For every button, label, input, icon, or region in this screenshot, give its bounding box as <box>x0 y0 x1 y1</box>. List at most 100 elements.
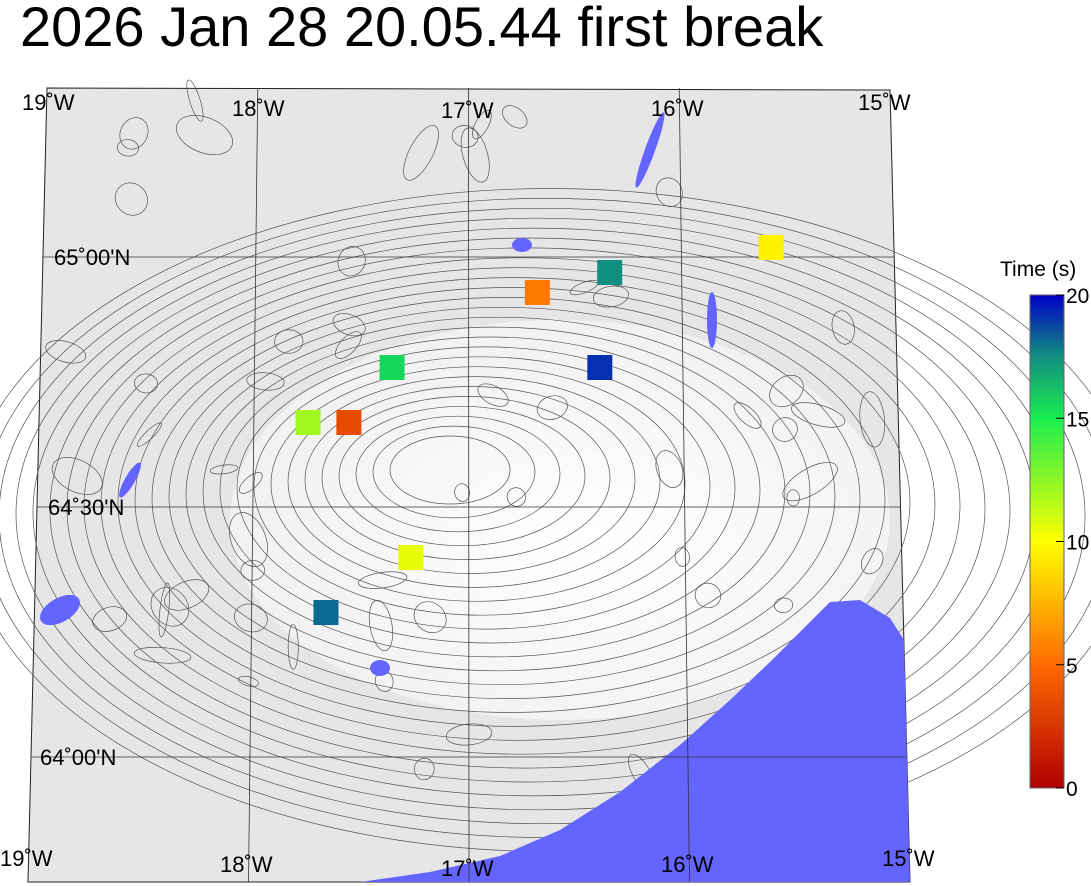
lat-label: 65˚00'N <box>54 245 130 270</box>
contour <box>332 313 366 337</box>
lon-labels-top: 19˚W 18˚W 17˚W 16˚W 15˚W <box>22 90 911 123</box>
contour <box>477 383 509 407</box>
contour <box>186 79 204 122</box>
contour <box>134 287 886 713</box>
ocean <box>360 600 910 882</box>
contour <box>592 285 629 308</box>
contour <box>136 422 162 447</box>
contour <box>185 316 811 672</box>
contour <box>791 402 846 428</box>
contour <box>92 606 127 632</box>
contour <box>372 425 536 519</box>
contour <box>337 246 366 277</box>
station-marker[interactable] <box>587 355 613 380</box>
contour <box>774 597 794 613</box>
colorbar-tick-label: 5 <box>1066 655 1078 678</box>
contour <box>769 374 804 408</box>
contour <box>859 391 886 448</box>
contour <box>831 310 855 345</box>
contour <box>403 125 439 181</box>
station-marker[interactable] <box>313 600 339 625</box>
colorbar-tick-label: 20 <box>1066 285 1089 308</box>
contour <box>413 601 447 634</box>
contour <box>133 646 192 664</box>
contour <box>151 297 861 699</box>
contour <box>445 723 493 746</box>
lon-label: 17˚W <box>441 98 494 123</box>
stations-layer <box>295 235 784 625</box>
contour <box>772 417 798 442</box>
contour <box>335 331 362 359</box>
contour <box>321 396 611 560</box>
contour <box>782 461 838 502</box>
station-marker[interactable] <box>295 410 321 435</box>
contour <box>209 464 239 475</box>
colorbar-tick-label: 10 <box>1066 532 1089 555</box>
contour <box>253 356 711 616</box>
station-marker[interactable] <box>524 280 550 305</box>
contour <box>234 603 268 633</box>
station-marker[interactable] <box>758 235 784 260</box>
colorbar-tick-label: 0 <box>1066 778 1078 801</box>
lon-label: 17˚W <box>441 856 494 881</box>
station-marker[interactable] <box>379 355 405 380</box>
contour-lines <box>0 79 1091 852</box>
graticule <box>30 87 907 883</box>
contour <box>358 571 408 589</box>
contour <box>114 182 148 216</box>
contour <box>368 599 394 652</box>
lat-label: 64˚30'N <box>48 495 124 520</box>
contour <box>202 326 786 658</box>
contour <box>472 110 492 140</box>
contour <box>168 306 836 686</box>
lon-label: 15˚W <box>882 846 935 871</box>
station-marker[interactable] <box>597 260 623 285</box>
colorbar-label: Time (s) <box>1000 258 1076 281</box>
contour <box>536 395 568 420</box>
lat-label: 64˚00'N <box>40 745 116 770</box>
contour <box>287 376 661 588</box>
lon-label: 16˚W <box>661 852 714 877</box>
lon-label: 16˚W <box>651 96 704 121</box>
lat-labels: 65˚00'N 64˚30'N 64˚00'N <box>40 245 130 770</box>
meridian-line <box>468 87 470 883</box>
meridian-line <box>678 87 690 883</box>
contour <box>414 757 435 781</box>
contour <box>502 105 528 129</box>
contour <box>119 117 149 150</box>
contour <box>454 483 470 502</box>
contour <box>164 579 210 611</box>
contour <box>100 267 936 741</box>
station-marker[interactable] <box>336 410 362 435</box>
contour <box>117 277 911 727</box>
map-title: 2026 Jan 28 20.05.44 first break <box>20 0 824 58</box>
contour <box>238 675 259 687</box>
contour <box>116 139 139 157</box>
contour <box>246 372 285 391</box>
lon-label: 15˚W <box>858 90 911 115</box>
glacier-area <box>230 320 890 720</box>
station-marker[interactable] <box>398 545 424 570</box>
contour <box>304 386 636 574</box>
lon-label: 19˚W <box>0 846 53 871</box>
lon-label: 18˚W <box>232 96 285 121</box>
contour <box>150 586 190 627</box>
contour <box>287 624 299 670</box>
contour <box>389 435 511 505</box>
contour <box>49 237 1011 783</box>
contour <box>270 366 686 602</box>
contour <box>274 329 304 354</box>
contour <box>51 457 103 495</box>
contour <box>83 257 961 755</box>
colorbar-tick-label: 15 <box>1066 408 1089 431</box>
contour <box>158 582 171 638</box>
contour <box>134 373 158 394</box>
colorbar: Time (s) 0 5 10 15 20 <box>1000 258 1089 801</box>
contour <box>655 450 684 488</box>
contour <box>860 548 884 575</box>
contour <box>355 415 561 533</box>
contour <box>338 405 586 547</box>
contour <box>694 582 722 609</box>
contour <box>733 402 762 429</box>
